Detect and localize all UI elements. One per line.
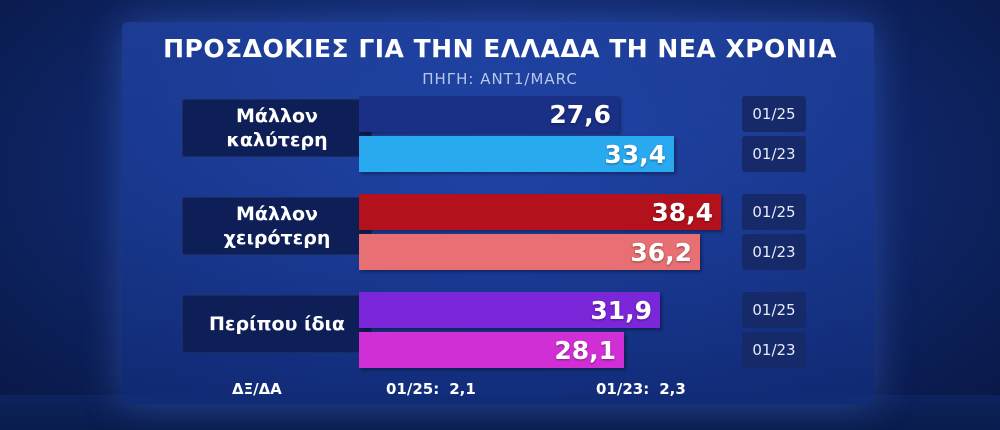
period-label: 01/23 xyxy=(742,234,806,270)
category-label: Μάλλον χειρότερη xyxy=(182,197,372,255)
bar-0-1: 33,4 xyxy=(359,136,674,172)
period-label: 01/25 xyxy=(742,96,806,132)
footer-value-2025: 2,1 xyxy=(449,380,476,398)
bar-value-label: 33,4 xyxy=(604,139,666,169)
chart-source: ΠΗΓΗ: ΑΝΤ1/MARC xyxy=(422,70,578,88)
footer-dkna-2023: 01/23: 2,3 xyxy=(596,380,686,398)
bar-value-label: 27,6 xyxy=(549,99,611,129)
period-label: 01/23 xyxy=(742,136,806,172)
bar-value-label: 36,2 xyxy=(630,237,692,267)
bar-value-label: 28,1 xyxy=(554,335,616,365)
bar-1-0: 38,4 xyxy=(359,194,721,230)
footer-period-2025: 01/25: xyxy=(386,380,440,398)
category-label: Μάλλον καλύτερη xyxy=(182,99,372,157)
bar-0-0: 27,6 xyxy=(359,96,619,132)
period-label: 01/25 xyxy=(742,194,806,230)
bar-2-1: 28,1 xyxy=(359,332,624,368)
footer-dkna-2025: 01/25: 2,1 xyxy=(386,380,476,398)
footer-dkna-label: ΔΞ/ΔΑ xyxy=(232,380,282,398)
bar-value-label: 31,9 xyxy=(590,295,652,325)
bar-value-label: 38,4 xyxy=(651,197,713,227)
period-label: 01/25 xyxy=(742,292,806,328)
footer-period-2023: 01/23: xyxy=(596,380,650,398)
period-label: 01/23 xyxy=(742,332,806,368)
bar-2-0: 31,9 xyxy=(359,292,660,328)
bar-1-1: 36,2 xyxy=(359,234,700,270)
chart-title: ΠΡΟΣΔΟΚΙΕΣ ΓΙΑ ΤΗΝ ΕΛΛΑΔΑ ΤΗ ΝΕΑ ΧΡΟΝΙΑ xyxy=(163,34,837,63)
category-label: Περίπου ίδια xyxy=(182,295,372,353)
footer-value-2023: 2,3 xyxy=(659,380,686,398)
